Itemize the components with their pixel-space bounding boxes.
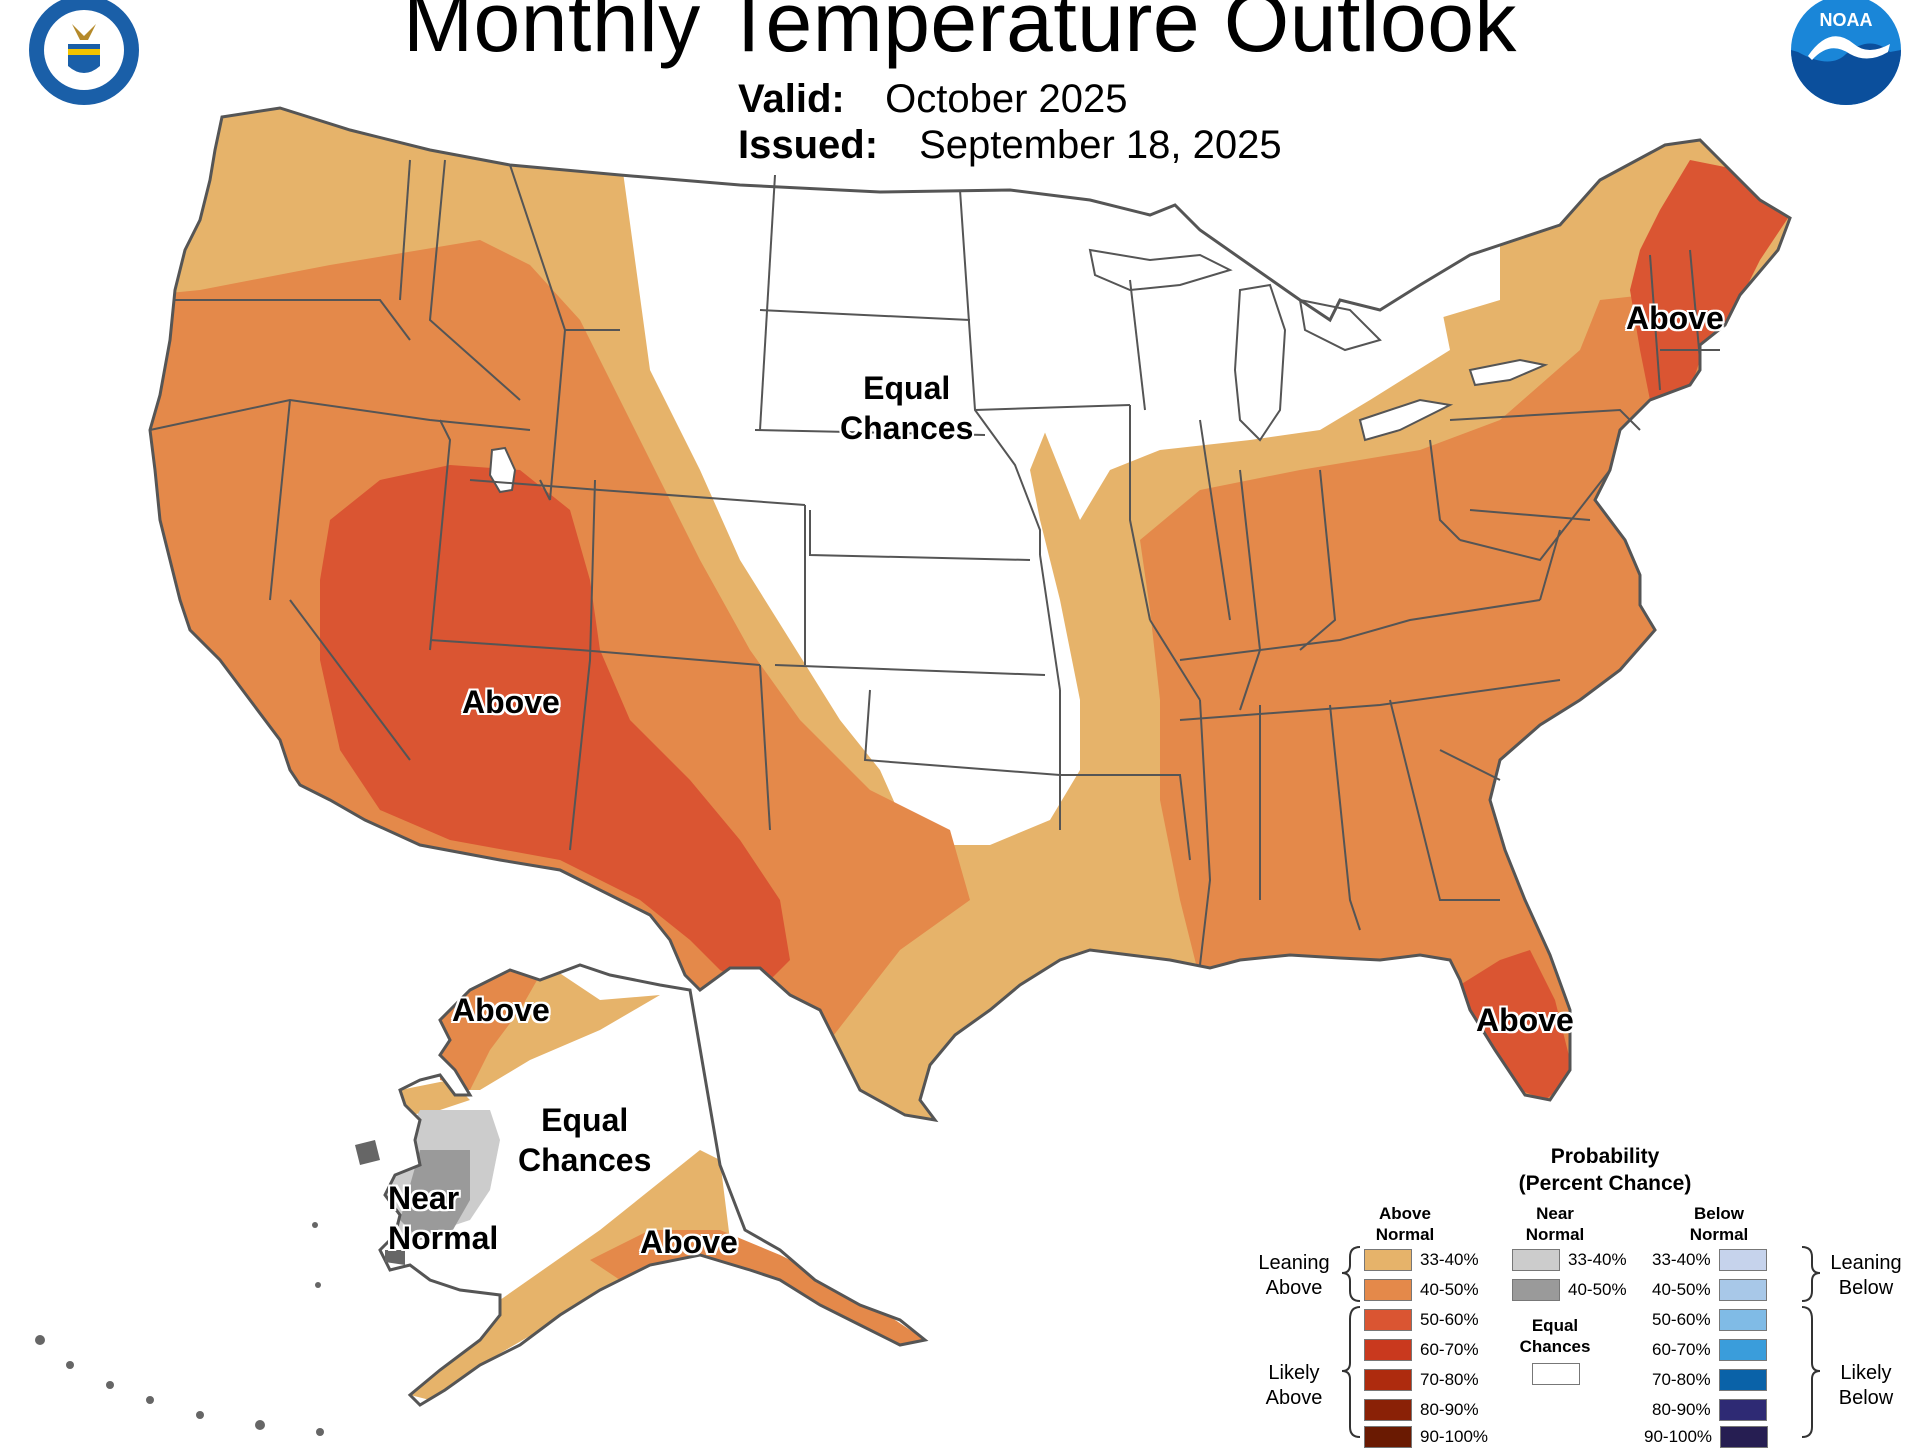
- legend-swatch: [1718, 1369, 1767, 1391]
- legend-swatch: [1718, 1279, 1767, 1301]
- legend-swatch: [1364, 1369, 1412, 1391]
- legend-below-row: 40-50%: [1644, 1278, 1767, 1302]
- label-alaska-near: Near Normal: [388, 1180, 499, 1256]
- page-title: Monthly Temperature Outlook: [403, 0, 1517, 69]
- legend-leaning-above: Leaning Above: [1258, 1252, 1330, 1299]
- label-florida-above: Above: [1476, 1002, 1574, 1038]
- legend-near-row: 33-40%: [1512, 1248, 1635, 1272]
- label-conus-equal: Equal Chances: [840, 370, 974, 446]
- legend-swatch: [1718, 1309, 1767, 1331]
- legend-below-head: Below Normal: [1689, 1204, 1749, 1244]
- legend-near-row: 40-50%: [1512, 1278, 1635, 1302]
- commerce-seal-icon: [29, 0, 139, 105]
- legend-swatch: [1512, 1249, 1560, 1271]
- noaa-logo-icon: NOAA: [1791, 0, 1901, 105]
- legend-below-row: 33-40%: [1644, 1248, 1767, 1272]
- legend-above-row: 40-50%: [1364, 1278, 1487, 1302]
- legend-likely-above: Likely Above: [1265, 1362, 1323, 1409]
- legend-above-row: 50-60%: [1364, 1308, 1487, 1332]
- legend-likely-below: Likely Below: [1838, 1362, 1894, 1409]
- label-southwest-above: Above: [462, 684, 560, 720]
- legend-swatch: [1718, 1339, 1767, 1361]
- label-alaska-equal: Equal Chances: [518, 1102, 652, 1178]
- legend-swatch: [1364, 1339, 1412, 1361]
- noaa-logo-text: NOAA: [1820, 10, 1873, 30]
- legend-swatch: [1718, 1399, 1767, 1421]
- legend-below-row: 60-70%: [1644, 1338, 1767, 1362]
- legend-swatch: [1364, 1249, 1412, 1271]
- legend-swatch: [1718, 1249, 1767, 1271]
- valid-line: Valid: October 2025: [738, 76, 1128, 122]
- legend-above-row: 60-70%: [1364, 1338, 1487, 1362]
- valid-key: Valid:: [738, 77, 845, 121]
- legend-above-head: Above Normal: [1375, 1204, 1435, 1244]
- legend-below-row: 70-80%: [1644, 1368, 1767, 1392]
- legend-above-row: 80-90%: [1364, 1398, 1487, 1422]
- issued-value: September 18, 2025: [919, 123, 1282, 167]
- legend-swatch: [1512, 1279, 1560, 1301]
- label-alaska-south-above: Above: [640, 1224, 738, 1260]
- legend-above-row: 33-40%: [1364, 1248, 1487, 1272]
- label-alaska-north-above: Above: [452, 992, 550, 1028]
- label-northeast-above: Above: [1626, 300, 1724, 336]
- legend-above-row: 70-80%: [1364, 1368, 1487, 1392]
- issued-key: Issued:: [738, 123, 879, 167]
- legend-braces: [1341, 1246, 1821, 1438]
- legend-leaning-below: Leaning Below: [1830, 1252, 1902, 1299]
- legend-below-row: 80-90%: [1644, 1398, 1767, 1422]
- issued-line: Issued: September 18, 2025: [738, 122, 1282, 168]
- legend-equal-head: Equal Chances: [1519, 1316, 1591, 1356]
- legend-below-row: 50-60%: [1644, 1308, 1767, 1332]
- legend-swatch: [1364, 1309, 1412, 1331]
- legend-swatch: [1364, 1279, 1412, 1301]
- legend: Probability (Percent Chance) Above Normal…: [1220, 1135, 1920, 1448]
- legend-equal-swatch: [1532, 1363, 1580, 1385]
- valid-value: October 2025: [885, 77, 1128, 121]
- legend-swatch: [1364, 1399, 1412, 1421]
- legend-near-head: Near Normal: [1525, 1204, 1585, 1244]
- legend-title: Probability (Percent Chance): [1518, 1145, 1692, 1195]
